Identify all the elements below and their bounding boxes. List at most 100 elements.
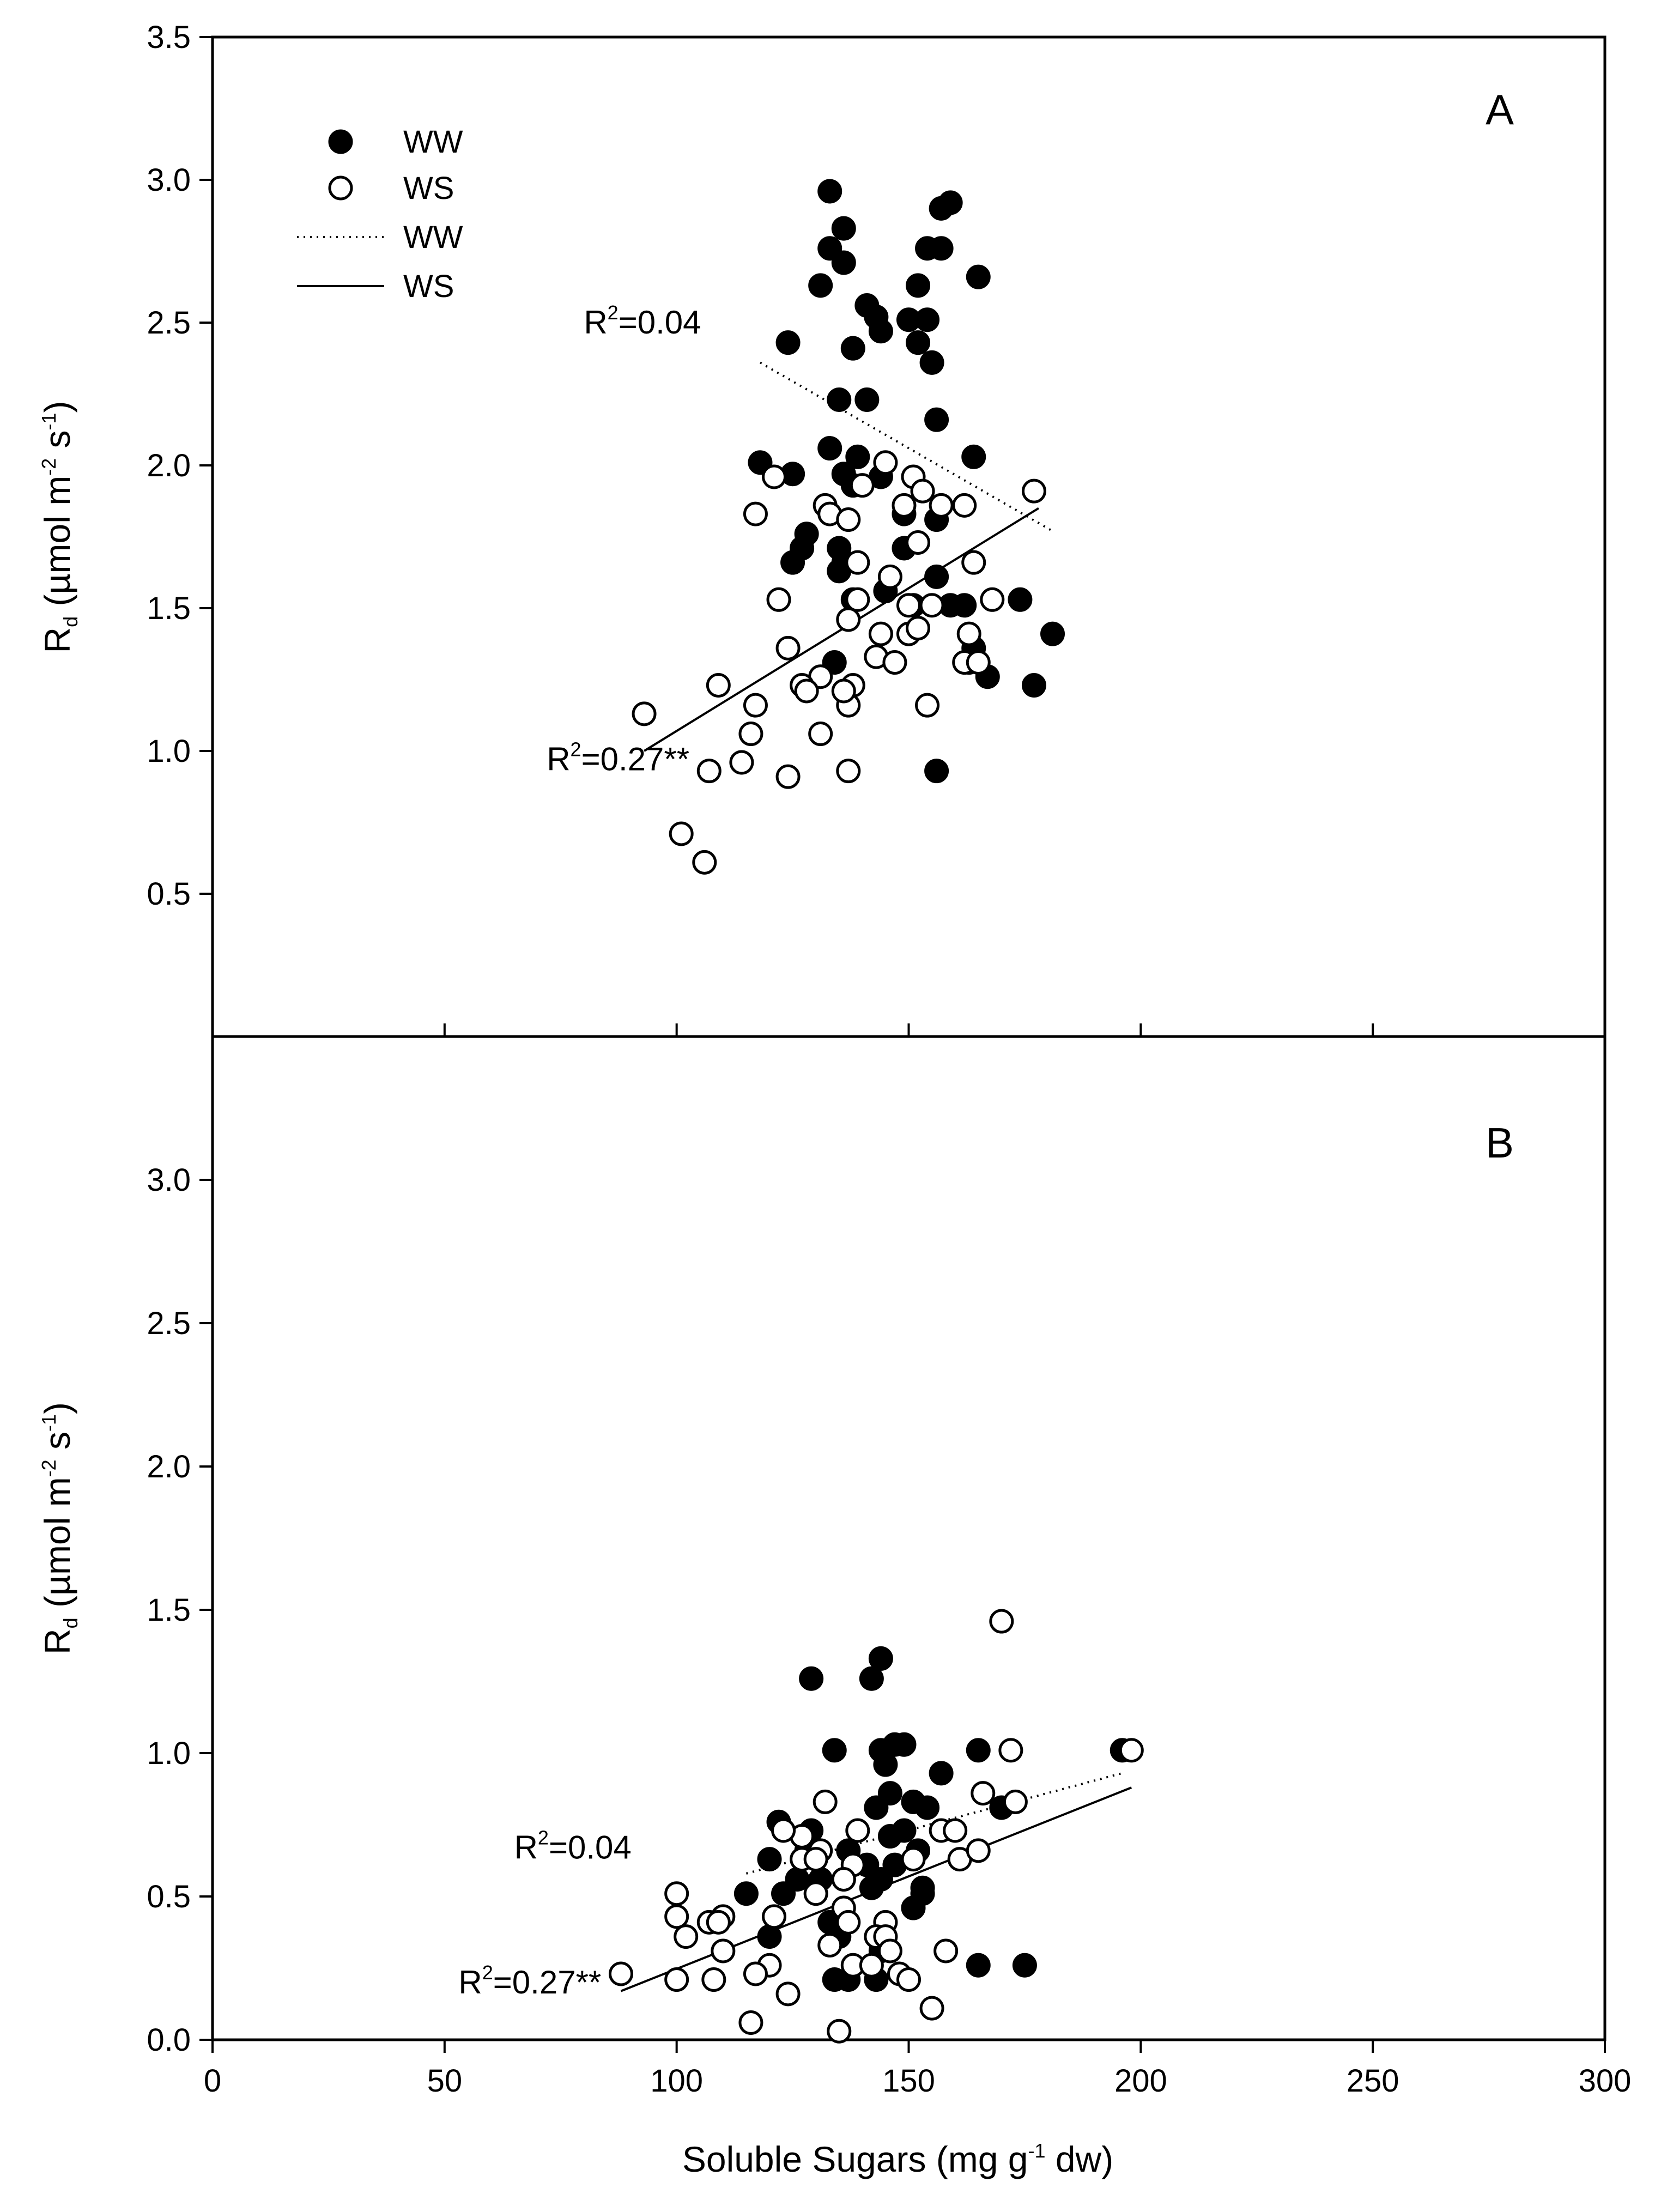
point-ww <box>929 196 954 221</box>
point-ww <box>827 387 852 412</box>
point-ws <box>775 764 801 789</box>
panel-a: 0.5 1.0 1.5 2.0 2.5 3.0 3.5 WW WS WW WS A R2=0.04… <box>37 20 1606 1038</box>
point-ww <box>924 407 949 432</box>
point-ww <box>808 273 833 298</box>
point-ww <box>733 1881 759 1906</box>
point-ww <box>919 350 944 375</box>
point-ww <box>1008 587 1033 612</box>
point-ww <box>910 1881 935 1906</box>
point-ww <box>924 759 949 784</box>
point-ww <box>868 1646 893 1671</box>
point-ws <box>836 759 861 784</box>
point-ww <box>757 1924 782 1949</box>
point-ws <box>817 1932 842 1958</box>
point-ww <box>845 444 870 469</box>
point-ws <box>943 1818 968 1843</box>
point-ws <box>966 650 991 675</box>
point-ww <box>929 236 954 261</box>
point-ww <box>915 1795 940 1820</box>
point-ws <box>998 1738 1023 1763</box>
x-tick-label: 100 <box>650 2063 703 2099</box>
point-ws <box>813 1789 838 1814</box>
x-tick-label: 50 <box>427 2063 463 2099</box>
point-ww <box>924 564 949 589</box>
legend-marker-ww <box>328 129 353 154</box>
point-ws <box>664 1904 689 1929</box>
point-ws <box>1119 1738 1144 1763</box>
point-ww <box>906 330 931 355</box>
point-ww <box>757 1847 782 1872</box>
point-ws <box>803 1881 828 1906</box>
point-ww <box>822 1738 847 1763</box>
panel-b-r2-ww-annotation: R2=0.04 <box>514 1827 632 1866</box>
point-ws <box>664 1881 689 1906</box>
point-ws <box>850 473 875 498</box>
point-ww <box>817 179 842 204</box>
point-ws <box>966 1838 991 1863</box>
point-ws <box>775 1981 801 2007</box>
point-ws <box>729 750 754 775</box>
point-ws <box>910 478 935 504</box>
point-ws <box>933 1938 959 1963</box>
point-ww <box>780 550 805 575</box>
y-tick-label: 2.5 <box>147 305 191 341</box>
point-ws <box>794 678 819 704</box>
x-tick-label: 250 <box>1347 2063 1399 2099</box>
y-tick-label: 2.5 <box>147 1306 191 1341</box>
point-ws <box>766 587 791 612</box>
point-ws <box>696 759 722 784</box>
point-ww <box>817 436 842 461</box>
panel-a-label: A <box>1486 86 1514 134</box>
point-ws <box>961 550 986 575</box>
point-ww <box>859 1666 884 1691</box>
point-ws <box>803 1847 828 1872</box>
point-ww <box>873 1752 898 1777</box>
x-axis-label: Soluble Sugars (mg g-1 dw) <box>682 2139 1113 2179</box>
x-tick-label: 150 <box>882 2063 935 2099</box>
x-tick-label: 300 <box>1579 2063 1632 2099</box>
y-tick-label: 3.0 <box>147 162 191 198</box>
point-ww <box>966 1953 991 1978</box>
point-ww <box>854 387 880 412</box>
point-ws <box>743 693 768 718</box>
point-ws <box>952 493 977 518</box>
panel-a-points <box>632 179 1065 875</box>
point-ws <box>868 621 893 646</box>
point-ws <box>873 450 898 475</box>
point-ws <box>836 507 861 532</box>
point-ws <box>706 672 731 698</box>
point-ww <box>831 250 856 275</box>
point-ww <box>966 264 991 289</box>
point-ws <box>1003 1789 1028 1814</box>
point-ws <box>906 616 931 641</box>
point-ww <box>771 1881 796 1906</box>
panel-b-y-axis-label: Rd (µmol m-2 s-1) <box>37 1402 82 1655</box>
y-tick-label: 0.0 <box>147 2022 191 2058</box>
y-tick-label: 2.0 <box>147 448 191 483</box>
point-ws <box>919 593 944 618</box>
point-ws <box>762 464 787 489</box>
y-tick-label: 1.5 <box>147 591 191 626</box>
point-ws <box>1021 478 1046 504</box>
panel-b-label: B <box>1486 1119 1514 1167</box>
point-ws <box>919 1996 944 2021</box>
panel-b-r2-ws-annotation: R2=0.27** <box>458 1961 601 2001</box>
panel-a-r2-ww-annotation: R2=0.04 <box>584 301 701 341</box>
point-ws <box>674 1924 699 1949</box>
point-ws <box>762 1904 787 1929</box>
point-ws <box>711 1938 736 1963</box>
point-ww <box>952 593 977 618</box>
y-tick-label: 2.0 <box>147 1449 191 1484</box>
y-tick-label: 0.5 <box>147 1879 191 1914</box>
point-ws <box>808 722 833 747</box>
x-tick-label: 0 <box>204 2063 221 2099</box>
point-ws <box>743 501 768 526</box>
y-tick-label: 3.5 <box>147 20 191 55</box>
point-ws <box>608 1961 633 1986</box>
panel-a-r2-ws-annotation: R2=0.27** <box>547 738 689 778</box>
point-ws <box>896 593 921 618</box>
point-ws <box>836 607 861 632</box>
point-ww <box>906 273 931 298</box>
legend-marker-ws <box>328 175 353 201</box>
point-ww <box>1012 1953 1037 1978</box>
